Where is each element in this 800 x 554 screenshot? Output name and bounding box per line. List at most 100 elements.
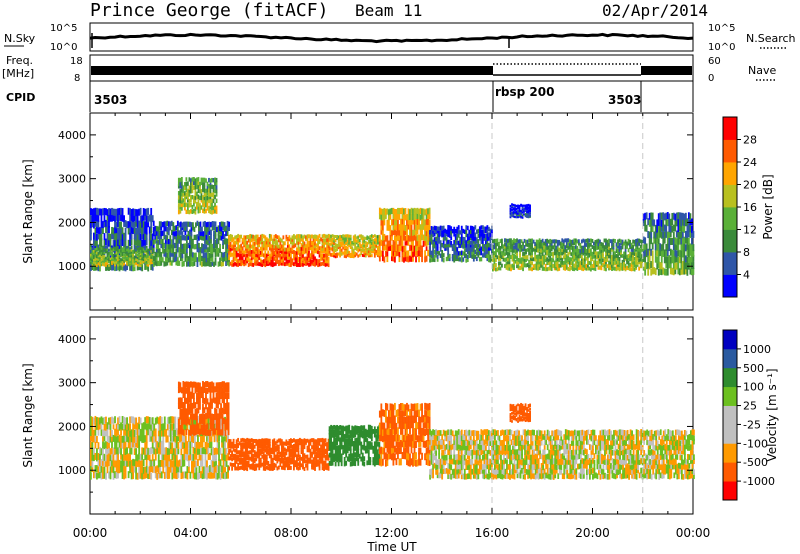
power-cell <box>187 230 190 237</box>
power-cell <box>151 258 154 262</box>
power-cell <box>591 263 594 268</box>
power-cell <box>475 229 478 234</box>
power-cell <box>185 187 188 193</box>
power-cell <box>609 239 612 244</box>
power-cell <box>665 244 668 251</box>
velocity-cell <box>106 466 109 474</box>
power-cell <box>333 241 336 245</box>
power-cell <box>438 236 441 242</box>
power-cell <box>630 252 633 257</box>
power-cell <box>147 256 150 260</box>
velocity-cell <box>132 428 135 436</box>
power-cell <box>297 256 300 261</box>
power-cell <box>105 248 107 252</box>
power-cell <box>179 243 182 249</box>
power-cell <box>686 242 689 250</box>
power-cell <box>261 252 264 257</box>
velocity-cell <box>204 465 207 473</box>
velocity-cell <box>206 434 208 442</box>
power-cell <box>120 238 122 246</box>
velocity-cell <box>138 471 141 479</box>
power-cell <box>250 258 253 263</box>
velocity-cell <box>145 429 148 437</box>
velocity-cell <box>174 416 177 424</box>
power-cell <box>249 258 252 263</box>
power-cell <box>141 232 144 240</box>
velocity-cell <box>224 465 226 473</box>
power-cell <box>120 249 122 253</box>
velocity-cell <box>196 418 198 425</box>
power-cell <box>187 221 190 227</box>
power-cell <box>407 214 410 221</box>
power-cell <box>549 242 552 247</box>
power-cell <box>127 256 130 260</box>
power-cell <box>453 240 456 245</box>
power-cell <box>451 253 454 259</box>
power-cell <box>124 233 127 241</box>
power-cell <box>277 235 280 240</box>
power-cell <box>657 254 660 262</box>
velocity-cell <box>108 471 110 479</box>
power-cell <box>199 230 202 236</box>
power-cell <box>349 245 352 250</box>
power-cell <box>412 229 414 236</box>
velocity-cell <box>154 453 157 461</box>
power-cell <box>666 268 669 276</box>
power-cell <box>534 250 537 255</box>
velocity-cell <box>154 447 157 455</box>
power-cell <box>336 237 339 241</box>
power-cell <box>192 222 194 228</box>
velocity-cell <box>145 441 148 449</box>
power-cell <box>97 249 100 252</box>
power-cell <box>96 214 98 222</box>
power-cell <box>271 259 274 264</box>
velocity-cell <box>159 459 162 467</box>
power-cell <box>636 238 639 243</box>
power-cell <box>549 245 552 250</box>
power-cell <box>144 213 147 221</box>
velocity-cell <box>185 387 188 394</box>
velocity-cell <box>183 392 186 399</box>
power-cell <box>669 248 672 256</box>
power-cell <box>355 246 358 250</box>
power-cell <box>617 260 619 265</box>
velocity-cell <box>193 424 195 431</box>
velocity-cell <box>185 381 188 388</box>
power-cell <box>392 212 395 219</box>
power-cell <box>102 208 104 216</box>
power-cell <box>323 262 325 266</box>
power-cell <box>214 260 217 266</box>
power-cell <box>321 253 324 258</box>
power-cell <box>265 253 268 258</box>
power-cell <box>504 242 506 247</box>
power-cell <box>413 223 416 230</box>
power-cell <box>472 233 475 238</box>
velocity-cell <box>103 442 106 450</box>
velocity-cell <box>102 429 104 437</box>
power-cell <box>205 203 207 208</box>
velocity-cell <box>175 428 178 436</box>
power-data <box>90 177 695 276</box>
power-cell <box>618 242 621 247</box>
power-cell <box>333 250 336 254</box>
power-cell <box>357 247 360 251</box>
power-cell <box>100 249 103 253</box>
power-cell <box>535 266 538 271</box>
power-cell <box>621 239 624 244</box>
velocity-cell <box>166 423 169 431</box>
power-cell <box>517 211 519 215</box>
power-cell <box>139 264 142 268</box>
velocity-cell <box>162 423 165 431</box>
power-cell <box>148 239 151 247</box>
velocity-cell <box>148 459 151 467</box>
power-cell <box>415 240 417 247</box>
power-cell <box>262 259 265 264</box>
power-cell <box>229 234 232 238</box>
power-cell <box>527 213 530 216</box>
power-cell <box>96 247 98 251</box>
power-cell <box>416 212 419 220</box>
velocity-cell <box>175 472 178 480</box>
power-cell <box>123 262 125 266</box>
power-cell <box>531 241 533 246</box>
velocity-cell <box>141 447 144 455</box>
